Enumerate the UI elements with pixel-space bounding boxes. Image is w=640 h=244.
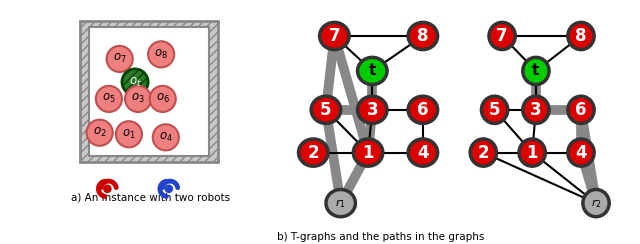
Circle shape	[311, 96, 340, 123]
Text: 8: 8	[575, 27, 587, 45]
Text: $o_5$: $o_5$	[102, 92, 116, 105]
Text: t: t	[532, 63, 540, 79]
Circle shape	[107, 46, 132, 72]
Circle shape	[568, 22, 594, 50]
Text: 4: 4	[575, 143, 587, 162]
FancyBboxPatch shape	[89, 27, 209, 156]
Text: 7: 7	[328, 27, 340, 45]
Circle shape	[583, 190, 609, 217]
Text: $r_2$: $r_2$	[591, 197, 602, 210]
Circle shape	[408, 139, 438, 166]
Circle shape	[568, 139, 594, 166]
Text: 6: 6	[417, 101, 429, 119]
Text: 8: 8	[417, 27, 429, 45]
Text: 5: 5	[489, 101, 500, 119]
FancyBboxPatch shape	[80, 20, 218, 162]
Text: 1: 1	[527, 143, 538, 162]
Text: $o_6$: $o_6$	[156, 92, 170, 105]
Circle shape	[523, 96, 549, 123]
Text: 3: 3	[530, 101, 541, 119]
Text: 4: 4	[417, 143, 429, 162]
Circle shape	[125, 86, 151, 112]
Circle shape	[326, 190, 355, 217]
Text: 2: 2	[477, 143, 489, 162]
Circle shape	[353, 139, 383, 166]
Text: $o_8$: $o_8$	[154, 48, 168, 61]
Circle shape	[116, 121, 142, 147]
Text: $o_t$: $o_t$	[129, 75, 142, 89]
Text: a) An instance with two robots: a) An instance with two robots	[71, 193, 230, 203]
Text: $o_7$: $o_7$	[113, 52, 127, 65]
Circle shape	[148, 41, 174, 67]
Circle shape	[103, 184, 111, 193]
Text: 2: 2	[307, 143, 319, 162]
Text: $o_2$: $o_2$	[93, 126, 106, 139]
Text: b) T-graphs and the paths in the graphs: b) T-graphs and the paths in the graphs	[277, 232, 484, 242]
Text: $o_3$: $o_3$	[131, 92, 145, 105]
Circle shape	[408, 96, 438, 123]
Text: $o_4$: $o_4$	[159, 131, 173, 144]
Text: t: t	[369, 63, 376, 79]
Text: 3: 3	[367, 101, 378, 119]
Circle shape	[298, 139, 328, 166]
Circle shape	[122, 69, 148, 95]
Circle shape	[523, 57, 549, 85]
Circle shape	[481, 96, 508, 123]
Circle shape	[150, 86, 176, 112]
Circle shape	[96, 86, 122, 112]
Circle shape	[86, 120, 113, 146]
Text: $o_1$: $o_1$	[122, 128, 136, 141]
Circle shape	[519, 139, 545, 166]
Circle shape	[408, 22, 438, 50]
Circle shape	[470, 139, 497, 166]
Circle shape	[489, 22, 515, 50]
Text: $r_1$: $r_1$	[335, 197, 346, 210]
Circle shape	[358, 57, 387, 85]
Circle shape	[164, 184, 173, 193]
FancyBboxPatch shape	[80, 20, 218, 162]
Circle shape	[358, 96, 387, 123]
Circle shape	[568, 96, 594, 123]
Text: 5: 5	[320, 101, 332, 119]
Text: 1: 1	[362, 143, 374, 162]
Circle shape	[153, 124, 179, 150]
Text: 6: 6	[575, 101, 587, 119]
Text: 7: 7	[496, 27, 508, 45]
Circle shape	[319, 22, 349, 50]
